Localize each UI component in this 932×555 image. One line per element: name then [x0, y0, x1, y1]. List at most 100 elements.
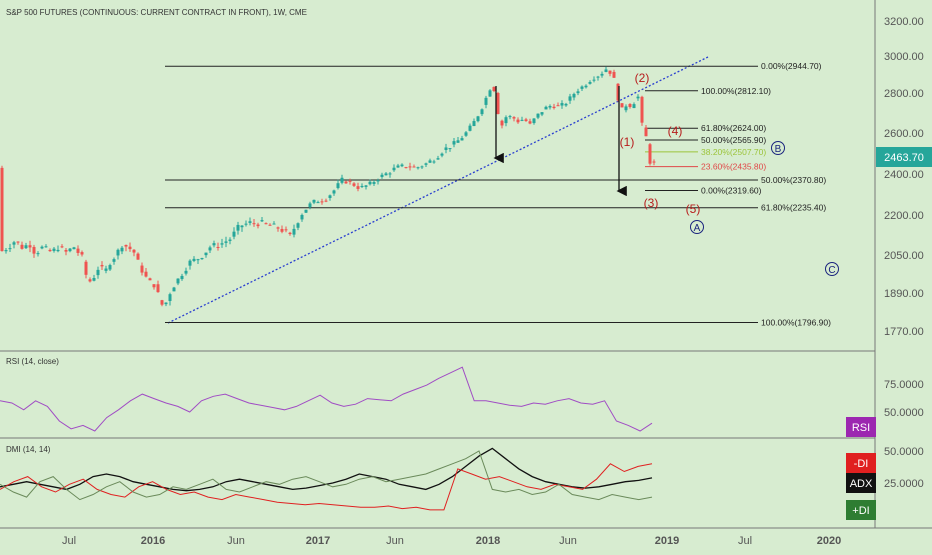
- candle-body[interactable]: [424, 163, 428, 165]
- candle-body[interactable]: [540, 112, 544, 115]
- candle-body[interactable]: [640, 96, 644, 123]
- candle-body[interactable]: [280, 228, 284, 232]
- candle-body[interactable]: [396, 165, 400, 168]
- candle-body[interactable]: [92, 278, 96, 281]
- candle-body[interactable]: [360, 185, 364, 187]
- candle-body[interactable]: [584, 85, 588, 88]
- candle-body[interactable]: [308, 203, 312, 208]
- candle-body[interactable]: [172, 287, 176, 292]
- candle-body[interactable]: [480, 109, 484, 115]
- candle-body[interactable]: [80, 252, 84, 255]
- candle-body[interactable]: [620, 103, 624, 108]
- candle-body[interactable]: [144, 271, 148, 277]
- candle-body[interactable]: [412, 166, 416, 168]
- candle-body[interactable]: [604, 69, 608, 72]
- candle-body[interactable]: [316, 202, 320, 204]
- candle-body[interactable]: [320, 201, 324, 203]
- candle-body[interactable]: [112, 259, 116, 262]
- candle-body[interactable]: [140, 265, 144, 273]
- candle-body[interactable]: [128, 246, 132, 250]
- candle-body[interactable]: [616, 83, 620, 101]
- candle-body[interactable]: [68, 248, 72, 252]
- candle-body[interactable]: [380, 174, 384, 177]
- candle-body[interactable]: [440, 153, 444, 156]
- candle-body[interactable]: [56, 249, 60, 252]
- candle-body[interactable]: [52, 248, 56, 251]
- candle-body[interactable]: [520, 119, 524, 121]
- candle-body[interactable]: [336, 183, 340, 189]
- candle-body[interactable]: [628, 103, 632, 107]
- candle-body[interactable]: [236, 224, 240, 231]
- candle-body[interactable]: [4, 250, 8, 252]
- candle-body[interactable]: [496, 93, 500, 115]
- candle-body[interactable]: [252, 223, 256, 225]
- candle-body[interactable]: [492, 86, 496, 92]
- candle-body[interactable]: [368, 181, 372, 185]
- candle-body[interactable]: [32, 246, 36, 254]
- candle-body[interactable]: [600, 73, 604, 76]
- candle-body[interactable]: [192, 258, 196, 261]
- candle-body[interactable]: [608, 70, 612, 74]
- candle-body[interactable]: [456, 140, 460, 143]
- candle-body[interactable]: [552, 106, 556, 109]
- candle-body[interactable]: [348, 180, 352, 182]
- candle-body[interactable]: [332, 190, 336, 194]
- candle-body[interactable]: [164, 302, 168, 305]
- candle-body[interactable]: [160, 300, 164, 305]
- trendline[interactable]: [167, 56, 709, 324]
- candle-body[interactable]: [504, 117, 508, 124]
- candle-body[interactable]: [576, 91, 580, 94]
- candle-body[interactable]: [452, 141, 456, 145]
- candle-body[interactable]: [64, 249, 68, 252]
- candle-body[interactable]: [572, 93, 576, 98]
- candle-body[interactable]: [632, 104, 636, 109]
- candle-body[interactable]: [392, 167, 396, 171]
- candle-body[interactable]: [240, 225, 244, 228]
- candle-body[interactable]: [532, 118, 536, 124]
- candle-body[interactable]: [564, 103, 568, 106]
- candle-body[interactable]: [500, 120, 504, 126]
- candle-body[interactable]: [304, 209, 308, 213]
- candle-body[interactable]: [556, 105, 560, 107]
- candle-body[interactable]: [528, 121, 532, 124]
- candle-body[interactable]: [344, 181, 348, 184]
- candle-body[interactable]: [384, 173, 388, 176]
- candle-body[interactable]: [508, 116, 512, 118]
- candle-body[interactable]: [180, 275, 184, 280]
- candle-body[interactable]: [196, 259, 200, 261]
- candle-body[interactable]: [136, 253, 140, 260]
- candle-body[interactable]: [220, 243, 224, 245]
- candle-body[interactable]: [100, 265, 104, 267]
- candle-body[interactable]: [476, 116, 480, 122]
- candle-body[interactable]: [264, 223, 268, 225]
- candle-body[interactable]: [8, 248, 12, 250]
- candle-body[interactable]: [644, 127, 648, 137]
- candle-body[interactable]: [340, 177, 344, 183]
- candle-body[interactable]: [120, 247, 124, 252]
- candle-body[interactable]: [624, 106, 628, 111]
- candle-body[interactable]: [468, 125, 472, 131]
- candle-body[interactable]: [536, 113, 540, 118]
- candle-body[interactable]: [176, 278, 180, 284]
- candle-body[interactable]: [428, 160, 432, 163]
- candle-body[interactable]: [448, 148, 452, 150]
- candle-body[interactable]: [296, 223, 300, 228]
- candle-body[interactable]: [36, 253, 40, 255]
- candle-body[interactable]: [152, 284, 156, 288]
- candle-body[interactable]: [124, 244, 128, 247]
- candle-body[interactable]: [184, 270, 188, 274]
- candle-body[interactable]: [460, 138, 464, 141]
- candle-body[interactable]: [104, 268, 108, 271]
- candle-body[interactable]: [568, 96, 572, 101]
- candle-body[interactable]: [24, 245, 28, 249]
- candle-body[interactable]: [544, 106, 548, 110]
- candle-body[interactable]: [228, 239, 232, 241]
- candle-body[interactable]: [512, 117, 516, 119]
- candle-body[interactable]: [472, 121, 476, 127]
- candle-body[interactable]: [40, 246, 44, 249]
- candle-body[interactable]: [400, 164, 404, 167]
- candle-body[interactable]: [652, 161, 656, 163]
- candle-body[interactable]: [488, 90, 492, 97]
